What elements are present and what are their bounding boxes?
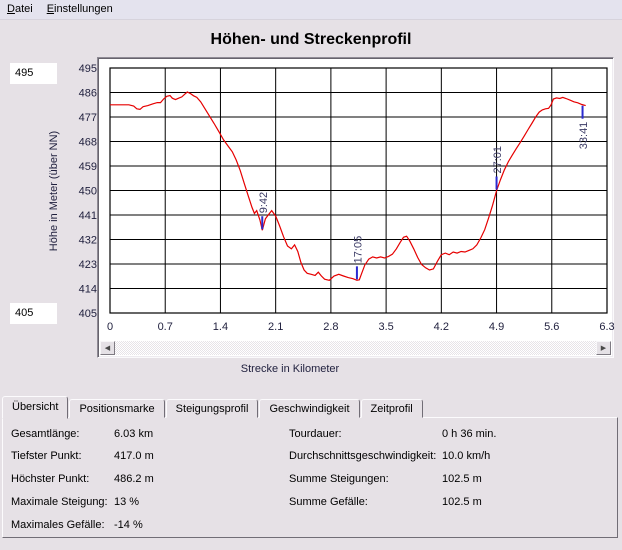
tab-zeitprofil[interactable]: Zeitprofil: [360, 399, 423, 418]
stat-label: Maximale Steigung:: [11, 496, 108, 508]
stat-tiefster-punkt: Tiefster Punkt: 417.0 m: [11, 450, 291, 464]
stat-label: Höchster Punkt:: [11, 473, 90, 485]
svg-text:486: 486: [79, 88, 97, 100]
stat-hoechster-punkt: Höchster Punkt: 486.2 m: [11, 473, 291, 487]
svg-text:441: 441: [79, 210, 97, 222]
stat-summe-steigungen: Summe Steigungen: 102.5 m: [289, 473, 609, 487]
menu-item-datei[interactable]: Datei: [7, 3, 33, 15]
stat-value: 10.0 km/h: [442, 450, 491, 462]
stat-label: Gesamtlänge:: [11, 428, 80, 440]
tab-strip: Übersicht Positionsmarke Steigungsprofil…: [2, 395, 424, 419]
stat-value: 6.03 km: [114, 428, 154, 440]
scrollbar-track[interactable]: [115, 341, 596, 355]
tab-uebersicht[interactable]: Übersicht: [2, 396, 69, 419]
menu-bar: Datei Einstellungen: [0, 0, 622, 20]
svg-text:Strecke in Kilometer: Strecke in Kilometer: [241, 363, 340, 375]
stat-value: 417.0 m: [114, 450, 154, 462]
stat-value: 102.5 m: [442, 473, 482, 485]
tab-geschwindigkeit[interactable]: Geschwindigkeit: [259, 399, 360, 418]
svg-text:468: 468: [79, 137, 97, 149]
tab-steigungsprofil[interactable]: Steigungsprofil: [165, 399, 259, 418]
overview-panel: Gesamtlänge: 6.03 km Tiefster Punkt: 417…: [2, 417, 618, 538]
y-max-field[interactable]: 495: [10, 63, 57, 84]
stat-max-gefaelle: Maximales Gefälle: -14 %: [11, 519, 291, 533]
svg-text:477: 477: [79, 112, 97, 124]
stat-label: Summe Steigungen:: [289, 473, 389, 485]
tab-positionsmarke[interactable]: Positionsmarke: [69, 399, 165, 418]
stat-value: -14 %: [114, 519, 143, 531]
stat-label: Durchschnittsgeschwindigkeit:: [289, 450, 437, 462]
page-title: Höhen- und Streckenprofil: [210, 31, 412, 48]
stat-label: Tiefster Punkt:: [11, 450, 82, 462]
chart-panel: ◀ ▶: [97, 57, 614, 358]
stat-summe-gefaelle: Summe Gefälle: 102.5 m: [289, 496, 609, 510]
stat-label: Summe Gefälle:: [289, 496, 368, 508]
svg-text:459: 459: [79, 161, 97, 173]
menu-item-einstellungen[interactable]: Einstellungen: [46, 3, 113, 15]
stat-value: 13 %: [114, 496, 140, 508]
stat-label: Maximales Gefälle:: [11, 519, 105, 531]
stat-value: 486.2 m: [114, 473, 154, 485]
svg-text:495: 495: [79, 63, 97, 75]
svg-text:Höhe in Meter (über NN): Höhe in Meter (über NN): [48, 131, 60, 251]
stat-durchschnitt: Durchschnittsgeschwindigkeit: 10.0 km/h: [289, 450, 609, 464]
svg-text:450: 450: [79, 186, 97, 198]
stat-gesamtlaenge: Gesamtlänge: 6.03 km: [11, 428, 291, 442]
svg-text:414: 414: [79, 284, 97, 296]
arrow-right-icon: ▶: [600, 344, 607, 352]
stat-max-steigung: Maximale Steigung: 13 %: [11, 496, 291, 510]
stat-value: 0 h 36 min.: [442, 428, 497, 440]
y-min-field[interactable]: 405: [10, 303, 57, 324]
svg-text:405: 405: [79, 308, 97, 320]
stat-tourdauer: Tourdauer: 0 h 36 min.: [289, 428, 609, 442]
scroll-right-button[interactable]: ▶: [596, 341, 611, 355]
svg-text:432: 432: [79, 235, 97, 247]
chart-horizontal-scrollbar[interactable]: ◀ ▶: [100, 341, 611, 355]
arrow-left-icon: ◀: [104, 344, 111, 352]
svg-text:423: 423: [79, 259, 97, 271]
stat-label: Tourdauer:: [289, 428, 342, 440]
stat-value: 102.5 m: [442, 496, 482, 508]
scroll-left-button[interactable]: ◀: [100, 341, 115, 355]
